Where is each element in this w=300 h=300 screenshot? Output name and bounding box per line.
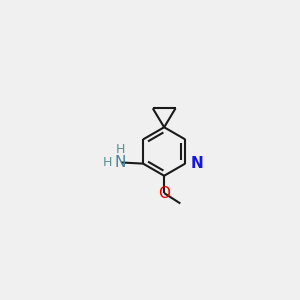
Text: H: H bbox=[116, 143, 125, 156]
Text: N: N bbox=[114, 155, 126, 170]
Text: H: H bbox=[103, 156, 112, 169]
Text: N: N bbox=[190, 156, 203, 171]
Text: O: O bbox=[158, 186, 170, 201]
